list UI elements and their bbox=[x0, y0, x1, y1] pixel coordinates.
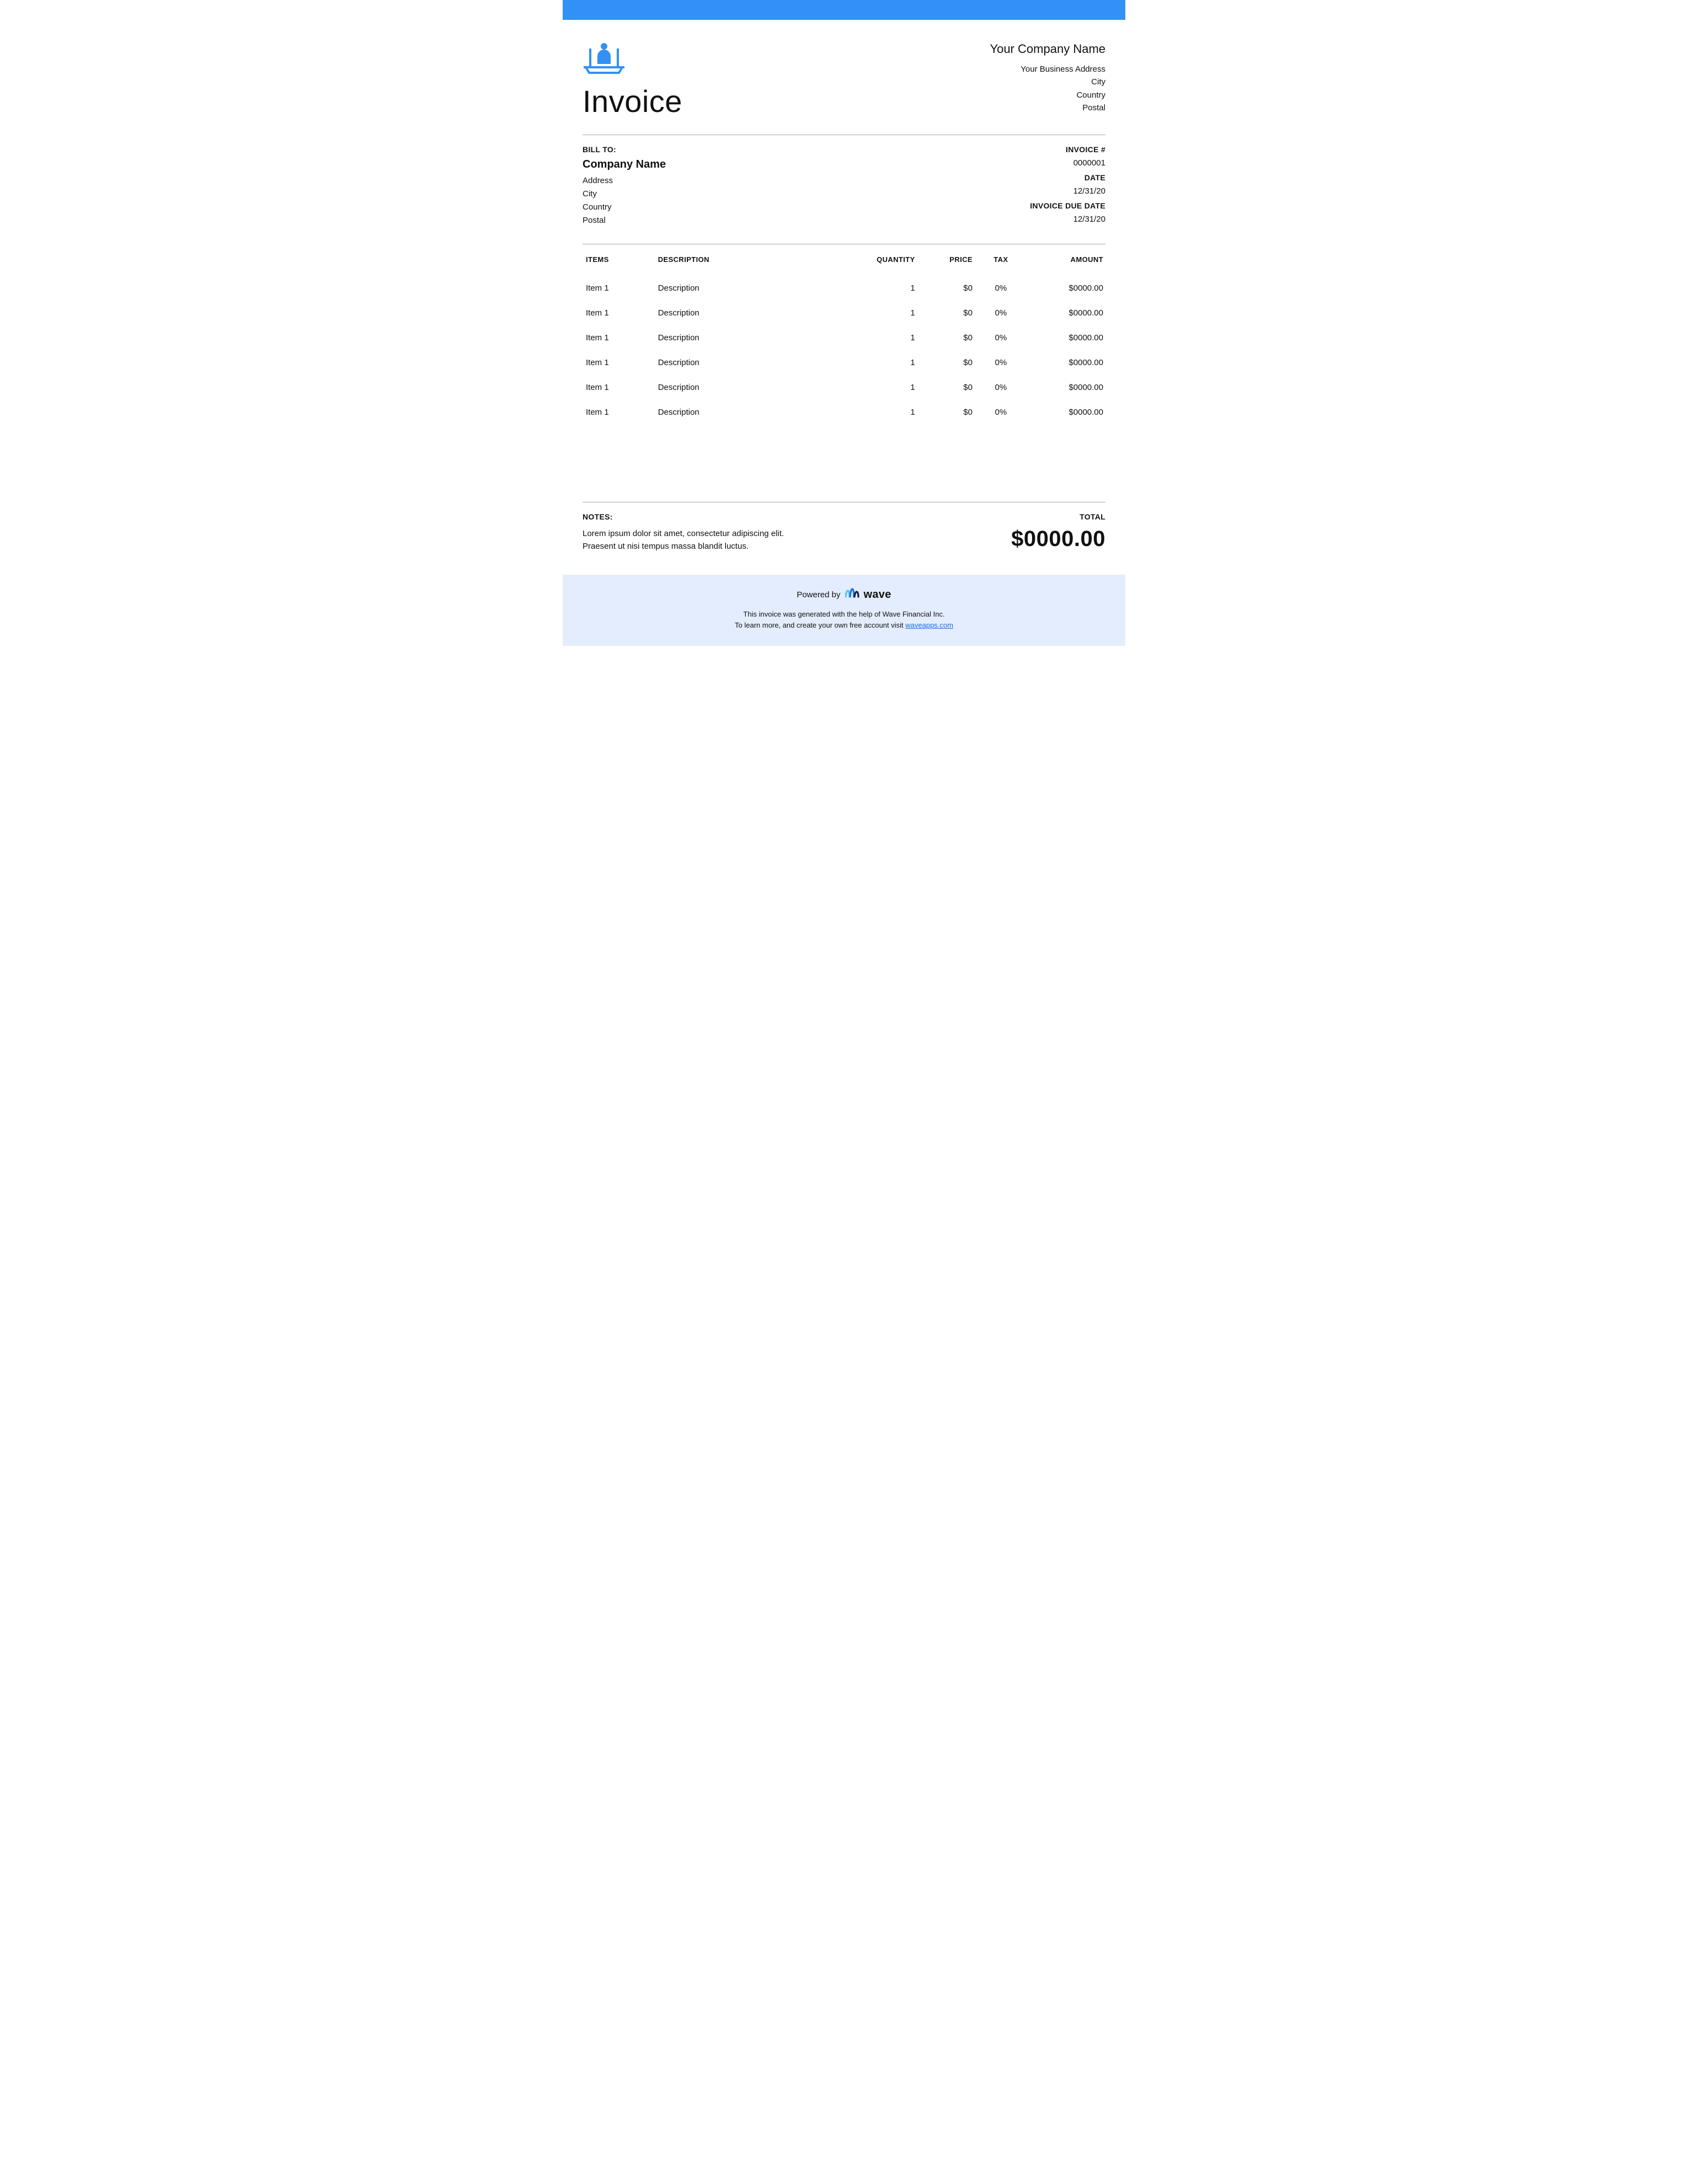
footer-line-2: To learn more, and create your own free … bbox=[574, 620, 1114, 631]
sender-address: Your Business Address bbox=[990, 63, 1105, 76]
cell-description: Description bbox=[656, 276, 854, 301]
bill-to-city: City bbox=[583, 188, 666, 201]
col-header-quantity: QUANTITY bbox=[854, 252, 917, 276]
cell-description: Description bbox=[656, 301, 854, 325]
cell-description: Description bbox=[656, 350, 854, 375]
bill-to-address: Address bbox=[583, 174, 666, 188]
invoice-date: 12/31/20 bbox=[1030, 186, 1105, 196]
bill-to-postal: Postal bbox=[583, 214, 666, 227]
cell-price: $0 bbox=[917, 325, 975, 350]
cell-quantity: 1 bbox=[854, 375, 917, 400]
cell-tax: 0% bbox=[975, 375, 1027, 400]
invoice-number-label: INVOICE # bbox=[1030, 145, 1105, 154]
cell-tax: 0% bbox=[975, 325, 1027, 350]
cell-item: Item 1 bbox=[583, 325, 656, 350]
col-header-description: DESCRIPTION bbox=[656, 252, 854, 276]
cell-amount: $0000.00 bbox=[1027, 400, 1105, 425]
cell-quantity: 1 bbox=[854, 400, 917, 425]
sender-country: Country bbox=[990, 89, 1105, 101]
notes-body: Lorem ipsum dolor sit amet, consectetur … bbox=[583, 528, 784, 553]
cell-tax: 0% bbox=[975, 276, 1027, 301]
footer-link[interactable]: waveapps.com bbox=[905, 621, 953, 629]
notes-label: NOTES: bbox=[583, 512, 784, 521]
notes-total-section: NOTES: Lorem ipsum dolor sit amet, conse… bbox=[583, 502, 1105, 575]
cell-quantity: 1 bbox=[854, 276, 917, 301]
table-row: Item 1Description1$00%$0000.00 bbox=[583, 400, 1105, 425]
cell-item: Item 1 bbox=[583, 301, 656, 325]
col-header-amount: AMOUNT bbox=[1027, 252, 1105, 276]
cell-price: $0 bbox=[917, 375, 975, 400]
company-logo-icon bbox=[583, 40, 682, 79]
cell-amount: $0000.00 bbox=[1027, 301, 1105, 325]
invoice-date-label: DATE bbox=[1030, 173, 1105, 182]
cell-description: Description bbox=[656, 400, 854, 425]
cell-tax: 0% bbox=[975, 301, 1027, 325]
document-title: Invoice bbox=[583, 83, 682, 119]
powered-by-prefix: Powered by bbox=[797, 590, 840, 599]
header: Invoice Your Company Name Your Business … bbox=[583, 40, 1105, 135]
cell-item: Item 1 bbox=[583, 350, 656, 375]
header-left: Invoice bbox=[583, 40, 682, 135]
cell-price: $0 bbox=[917, 301, 975, 325]
cell-tax: 0% bbox=[975, 350, 1027, 375]
top-accent-bar bbox=[563, 0, 1125, 20]
col-header-price: PRICE bbox=[917, 252, 975, 276]
cell-description: Description bbox=[656, 375, 854, 400]
items-table-head: ITEMS DESCRIPTION QUANTITY PRICE TAX AMO… bbox=[583, 252, 1105, 276]
cell-amount: $0000.00 bbox=[1027, 325, 1105, 350]
sender-city: City bbox=[990, 76, 1105, 88]
header-right: Your Company Name Your Business Address … bbox=[990, 40, 1105, 114]
sender-company-name: Your Company Name bbox=[990, 42, 1105, 56]
table-row: Item 1Description1$00%$0000.00 bbox=[583, 325, 1105, 350]
invoice-number: 0000001 bbox=[1030, 158, 1105, 168]
cell-amount: $0000.00 bbox=[1027, 276, 1105, 301]
cell-price: $0 bbox=[917, 350, 975, 375]
table-row: Item 1Description1$00%$0000.00 bbox=[583, 350, 1105, 375]
col-header-items: ITEMS bbox=[583, 252, 656, 276]
total-amount: $0000.00 bbox=[1011, 527, 1105, 552]
spacer bbox=[583, 425, 1105, 502]
notes-block: NOTES: Lorem ipsum dolor sit amet, conse… bbox=[583, 512, 784, 553]
table-row: Item 1Description1$00%$0000.00 bbox=[583, 276, 1105, 301]
invoice-due-label: INVOICE DUE DATE bbox=[1030, 201, 1105, 210]
bill-to-label: BILL TO: bbox=[583, 145, 666, 154]
cell-item: Item 1 bbox=[583, 276, 656, 301]
cell-description: Description bbox=[656, 325, 854, 350]
bill-to-company: Company Name bbox=[583, 158, 666, 171]
invoice-page: Invoice Your Company Name Your Business … bbox=[563, 0, 1125, 646]
sender-postal: Postal bbox=[990, 101, 1105, 114]
footer-line-2-prefix: To learn more, and create your own free … bbox=[735, 621, 905, 629]
items-table-body: Item 1Description1$00%$0000.00Item 1Desc… bbox=[583, 276, 1105, 425]
cell-price: $0 bbox=[917, 400, 975, 425]
wave-brand-text: wave bbox=[864, 588, 891, 601]
total-block: TOTAL $0000.00 bbox=[1011, 512, 1105, 553]
cell-tax: 0% bbox=[975, 400, 1027, 425]
powered-by: Powered by wave bbox=[574, 588, 1114, 601]
invoice-due-date: 12/31/20 bbox=[1030, 215, 1105, 224]
page-content: Invoice Your Company Name Your Business … bbox=[563, 20, 1125, 575]
cell-quantity: 1 bbox=[854, 301, 917, 325]
table-row: Item 1Description1$00%$0000.00 bbox=[583, 375, 1105, 400]
invoice-meta-block: INVOICE # 0000001 DATE 12/31/20 INVOICE … bbox=[1030, 145, 1105, 229]
col-header-tax: TAX bbox=[975, 252, 1027, 276]
footer: Powered by wave This invoice was generat… bbox=[563, 575, 1125, 646]
footer-line-1: This invoice was generated with the help… bbox=[574, 609, 1114, 620]
cell-amount: $0000.00 bbox=[1027, 350, 1105, 375]
cell-price: $0 bbox=[917, 276, 975, 301]
table-row: Item 1Description1$00%$0000.00 bbox=[583, 301, 1105, 325]
cell-quantity: 1 bbox=[854, 350, 917, 375]
bill-to-block: BILL TO: Company Name Address City Count… bbox=[583, 145, 666, 229]
bill-to-country: Country bbox=[583, 201, 666, 214]
cell-item: Item 1 bbox=[583, 400, 656, 425]
cell-quantity: 1 bbox=[854, 325, 917, 350]
cell-item: Item 1 bbox=[583, 375, 656, 400]
meta-section: BILL TO: Company Name Address City Count… bbox=[583, 135, 1105, 244]
wave-logo-icon bbox=[845, 588, 859, 601]
total-label: TOTAL bbox=[1011, 512, 1105, 521]
items-table: ITEMS DESCRIPTION QUANTITY PRICE TAX AMO… bbox=[583, 252, 1105, 425]
cell-amount: $0000.00 bbox=[1027, 375, 1105, 400]
